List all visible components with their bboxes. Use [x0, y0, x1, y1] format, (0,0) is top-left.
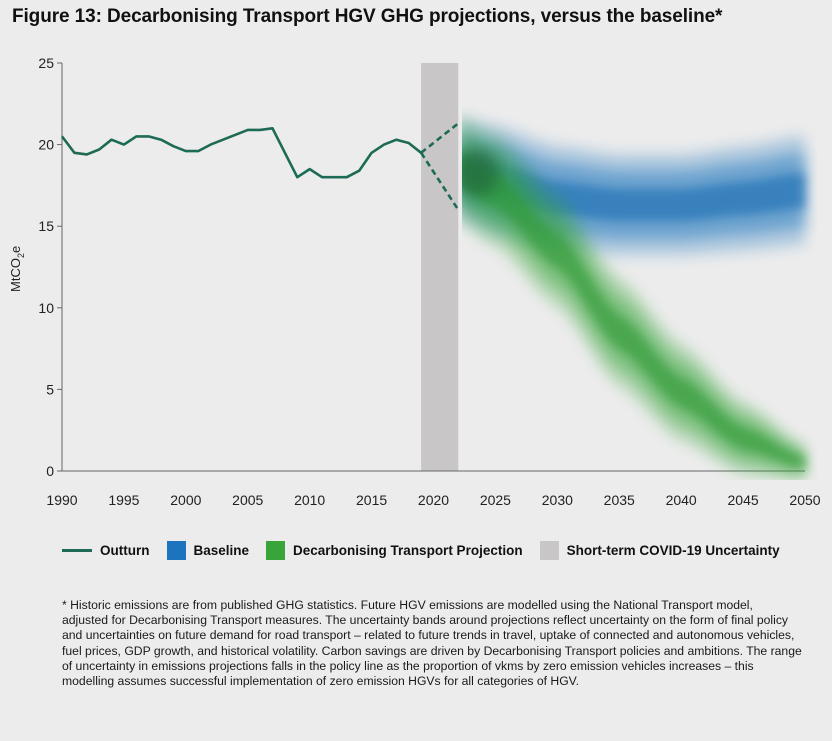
legend-item: Short-term COVID-19 Uncertainty: [539, 541, 780, 560]
decarbonising-band-mid: [462, 134, 805, 476]
x-tick-label: 2035: [604, 492, 635, 508]
legend-swatch: [62, 549, 92, 552]
x-tick-label: 2010: [294, 492, 325, 508]
x-tick-label: 1990: [46, 492, 77, 508]
outturn-lines: [60, 122, 460, 211]
y-tick-label: 5: [46, 381, 54, 397]
x-tick-label: 2040: [666, 492, 697, 508]
x-tick-label: 2020: [418, 492, 449, 508]
y-tick-label: 0: [46, 463, 54, 479]
x-tick-label: 2045: [728, 492, 759, 508]
legend-swatch: [166, 541, 186, 560]
x-tick-label: 2030: [542, 492, 573, 508]
legend-label: Short-term COVID-19 Uncertainty: [566, 543, 780, 558]
legend-swatch: [266, 541, 286, 560]
legend-item: Baseline: [166, 541, 250, 560]
y-tick-label: 20: [38, 137, 54, 153]
decarbonising-band-core: [462, 153, 805, 469]
x-tick-label: 2050: [789, 492, 820, 508]
x-tick-label: 1995: [108, 492, 139, 508]
x-tick-label: 2005: [232, 492, 263, 508]
y-tick-labels: 0 5 10 15 20 25: [38, 55, 54, 479]
covid-dashed-upper: [420, 122, 460, 154]
projection-bands: [462, 117, 805, 480]
legend-label: Baseline: [193, 543, 250, 558]
legend-item: Decarbonising Transport Projection: [266, 541, 523, 560]
y-tick-label: 25: [38, 55, 54, 71]
covid-uncertainty-band: [421, 63, 459, 471]
legend-swatch: [539, 541, 559, 560]
y-tick-label: 15: [38, 218, 54, 234]
chart-title: Figure 13: Decarbonising Transport HGV G…: [12, 6, 723, 27]
x-tick-labels: 1990 1995 2000 2005 2010 2015 2020 2025 2030 2035…: [46, 492, 820, 508]
footnote: * Historic emissions are from published …: [62, 598, 802, 689]
legend-item: Outturn: [62, 543, 150, 558]
outturn-line: [60, 127, 422, 179]
legend-label: Outturn: [100, 543, 150, 558]
axes: [57, 62, 805, 472]
y-tick-label: 10: [38, 300, 54, 316]
covid-dashed-lower: [420, 152, 460, 211]
legend-label: Decarbonising Transport Projection: [293, 543, 523, 558]
covid-band-rect: [421, 63, 459, 471]
legend: Outturn Baseline Decarbonising Transport P…: [62, 541, 797, 560]
x-tick-label: 2000: [170, 492, 201, 508]
overlap-shade: [462, 148, 499, 197]
x-tick-label: 2025: [480, 492, 511, 508]
y-axis-label: MtCO2e: [8, 246, 26, 292]
x-tick-label: 2015: [356, 492, 387, 508]
